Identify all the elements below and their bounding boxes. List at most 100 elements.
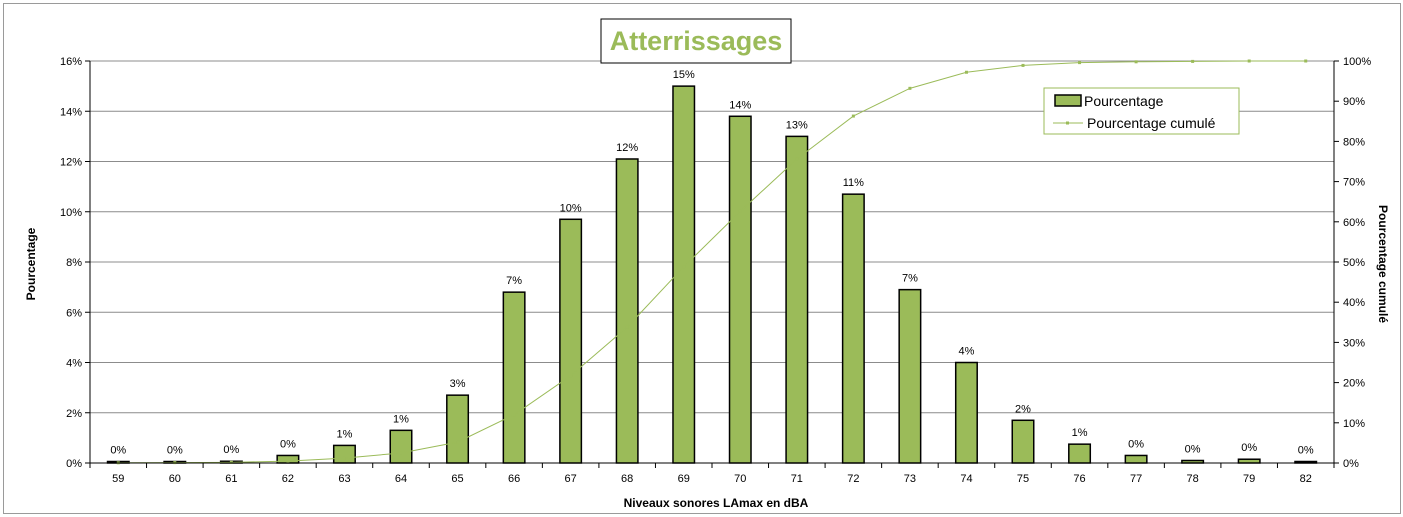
x-tick-label: 63 — [338, 473, 350, 485]
chart-svg: 0% 2% 4% 6% 8% 10% 12% 14% 16% 0% 10% 20% 30% 40% 50% 6… — [24, 18, 1390, 510]
gridlines — [90, 60, 1334, 414]
data-label-78: 0% — [1185, 443, 1201, 455]
x-tick-label: 75 — [1017, 473, 1029, 485]
title-box — [600, 18, 792, 64]
cumulative-point-78 — [1191, 59, 1195, 63]
data-label-73: 7% — [902, 273, 918, 285]
x-tick-label: 71 — [791, 473, 803, 485]
data-label-69: 15% — [673, 69, 695, 81]
y2-tick-label: 50% — [1343, 257, 1365, 269]
bar-76 — [1068, 443, 1092, 464]
x-tick-label: 60 — [169, 473, 181, 485]
data-label-77: 0% — [1128, 438, 1144, 450]
x-tick-label: 65 — [451, 473, 463, 485]
data-label-82: 0% — [1298, 445, 1314, 457]
bar-65 — [446, 394, 470, 464]
bar-70 — [728, 115, 752, 464]
x-tick-label: 72 — [847, 473, 859, 485]
data-label-64: 1% — [393, 413, 409, 425]
axes: 0% 2% 4% 6% 8% 10% 12% 14% 16% 0% 10% 20% 30% 40% 50% 6… — [60, 56, 1371, 485]
x-tick-label: 69 — [678, 473, 690, 485]
cumulative-polyline — [118, 60, 1306, 464]
data-labels: 0% 0% 0% 0% 1% 1% 3% 7% 10% 12% 15% 14% 13% 11% 7% 4% 2%… — [110, 69, 1314, 456]
cumulative-point-68 — [625, 325, 629, 329]
y2-tick-label: 100% — [1343, 56, 1371, 68]
cumulative-point-64 — [399, 451, 403, 455]
cumulative-point-77 — [1134, 60, 1138, 64]
cumulative-point-70 — [738, 209, 742, 213]
data-label-79: 0% — [1241, 442, 1257, 454]
bar-64 — [389, 429, 413, 464]
x-tick-label: 76 — [1073, 473, 1085, 485]
data-label-63: 1% — [337, 428, 353, 440]
y2-tick-label: 70% — [1343, 177, 1365, 189]
chart-frame: 0% 2% 4% 6% 8% 10% 12% 14% 16% 0% 10% 20% 30% 40% 50% 6… — [3, 3, 1401, 514]
cumulative-point-62 — [286, 459, 290, 463]
chart-title: Atterrissages — [610, 26, 783, 56]
data-label-71: 13% — [786, 119, 808, 131]
cumulative-point-63 — [342, 456, 346, 460]
cumulative-line — [116, 59, 1308, 465]
data-label-76: 1% — [1072, 427, 1088, 439]
x-tick-label: 74 — [960, 473, 972, 485]
bar-77 — [1124, 454, 1148, 464]
bar-66 — [502, 291, 526, 464]
bars — [106, 85, 1318, 464]
legend-label-pourcentage: Pourcentage — [1084, 93, 1164, 109]
x-tick-label: 62 — [282, 473, 294, 485]
bar-74 — [954, 361, 978, 464]
x-tick-label: 70 — [734, 473, 746, 485]
x-tick-label: 61 — [225, 473, 237, 485]
y-tick-label: 10% — [60, 207, 82, 219]
cumulative-point-61 — [229, 460, 233, 464]
x-tick-label: 67 — [565, 473, 577, 485]
y2-tick-label: 90% — [1343, 96, 1365, 108]
y-tick-label: 2% — [66, 408, 82, 420]
y2-tick-label: 80% — [1343, 136, 1365, 148]
data-label-74: 4% — [959, 346, 975, 358]
y-tick-label: 4% — [66, 358, 82, 370]
data-label-61: 0% — [223, 444, 239, 456]
bar-71 — [785, 135, 809, 464]
y2-tick-label: 30% — [1343, 337, 1365, 349]
x-tick-label: 82 — [1300, 473, 1312, 485]
y-tick-label: 16% — [60, 56, 82, 68]
y2-tick-label: 40% — [1343, 297, 1365, 309]
legend: Pourcentage Pourcentage cumulé — [1043, 87, 1240, 135]
x-tick-label: 77 — [1130, 473, 1142, 485]
x-tick-label: 73 — [904, 473, 916, 485]
y2-axis-title: Pourcentage cumulé — [1376, 205, 1390, 323]
cumulative-point-74 — [964, 70, 968, 74]
y-tick-label: 0% — [66, 458, 82, 470]
y-tick-label: 8% — [66, 257, 82, 269]
cumulative-point-72 — [851, 114, 855, 118]
y-tick-label: 12% — [60, 157, 82, 169]
y2-tick-label: 0% — [1343, 458, 1359, 470]
data-label-62: 0% — [280, 438, 296, 450]
cumulative-point-66 — [512, 413, 516, 417]
x-tick-label: 66 — [508, 473, 520, 485]
cumulative-point-67 — [569, 374, 573, 378]
bar-79 — [1237, 458, 1261, 464]
cumulative-point-69 — [682, 265, 686, 269]
legend-label-cumule: Pourcentage cumulé — [1087, 115, 1216, 131]
y2-tick-label: 10% — [1343, 418, 1365, 430]
cumulative-point-71 — [795, 157, 799, 161]
y2-tick-label: 20% — [1343, 378, 1365, 390]
cumulative-point-65 — [456, 440, 460, 444]
data-label-60: 0% — [167, 445, 183, 457]
data-label-75: 2% — [1015, 403, 1031, 415]
cumulative-point-82 — [1304, 59, 1308, 63]
cumulative-point-73 — [908, 86, 912, 90]
data-label-59: 0% — [110, 445, 126, 457]
x-tick-label: 64 — [395, 473, 407, 485]
data-label-66: 7% — [506, 275, 522, 287]
legend-bar-swatch — [1054, 94, 1082, 107]
x-tick-label: 78 — [1187, 473, 1199, 485]
legend-line-marker — [1066, 121, 1069, 125]
data-label-72: 11% — [843, 177, 864, 189]
x-tick-label: 79 — [1243, 473, 1255, 485]
y-axis-title: Pourcentage — [24, 227, 38, 300]
cumulative-point-79 — [1247, 59, 1251, 63]
y2-tick-label: 60% — [1343, 217, 1365, 229]
